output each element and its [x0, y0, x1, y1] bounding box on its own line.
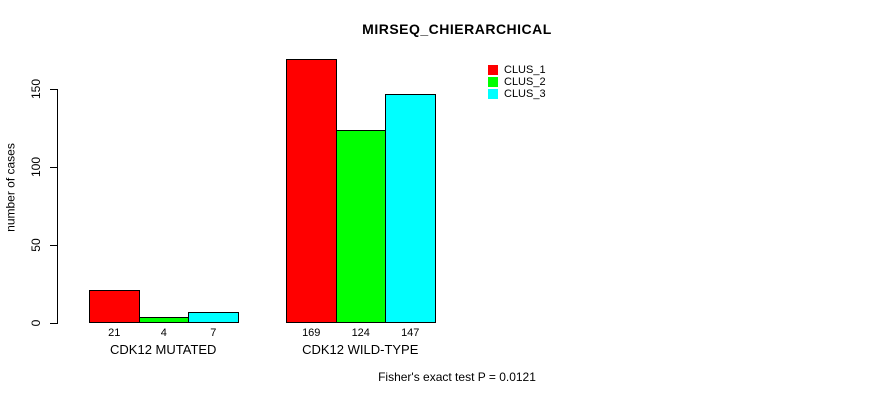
bar-clus_3-1 — [188, 312, 239, 323]
y-axis-tick-label: 0 — [29, 319, 43, 327]
legend-row-clus_2: CLUS_2 — [488, 76, 546, 88]
legend-swatch-clus_1 — [488, 65, 498, 75]
legend-label: CLUS_2 — [504, 76, 546, 88]
legend-swatch-clus_3 — [488, 89, 498, 99]
legend-swatch-clus_2 — [488, 77, 498, 87]
x-axis-category-label: CDK12 WILD-TYPE — [302, 342, 419, 357]
bar-clus_2-2 — [335, 130, 386, 323]
y-axis-tick — [50, 167, 57, 168]
bar-clus_1-1 — [89, 290, 140, 323]
legend-label: CLUS_1 — [504, 64, 546, 76]
y-axis-tick-label: 150 — [29, 78, 43, 100]
y-axis-tick-label: 100 — [29, 156, 43, 178]
bar-value-label: 7 — [210, 327, 217, 339]
legend-row-clus_3: CLUS_3 — [488, 88, 546, 100]
x-axis-category-label: CDK12 MUTATED — [110, 342, 217, 357]
legend-label: CLUS_3 — [504, 88, 546, 100]
bar-value-label: 4 — [160, 327, 167, 339]
y-axis-tick — [50, 89, 57, 90]
bar-value-label: 147 — [401, 327, 420, 339]
y-axis-label: number of cases — [3, 143, 18, 232]
y-axis-tick-label: 50 — [29, 238, 43, 252]
y-axis-line — [57, 89, 58, 324]
bar-clus_2-1 — [138, 317, 189, 323]
legend: CLUS_1 CLUS_2 CLUS_3 — [488, 64, 546, 100]
bar-value-label: 169 — [302, 327, 321, 339]
chart-annotation: Fisher's exact test P = 0.0121 — [378, 370, 536, 384]
y-axis-tick — [50, 323, 57, 324]
bar-clus_1-2 — [286, 59, 337, 323]
legend-row-clus_1: CLUS_1 — [488, 64, 546, 76]
bar-value-label: 21 — [108, 327, 121, 339]
y-axis-tick — [50, 245, 57, 246]
bar-clus_3-2 — [385, 94, 436, 323]
bar-value-label: 124 — [351, 327, 370, 339]
chart-title: MIRSEQ_CHIERARCHICAL — [362, 21, 552, 37]
